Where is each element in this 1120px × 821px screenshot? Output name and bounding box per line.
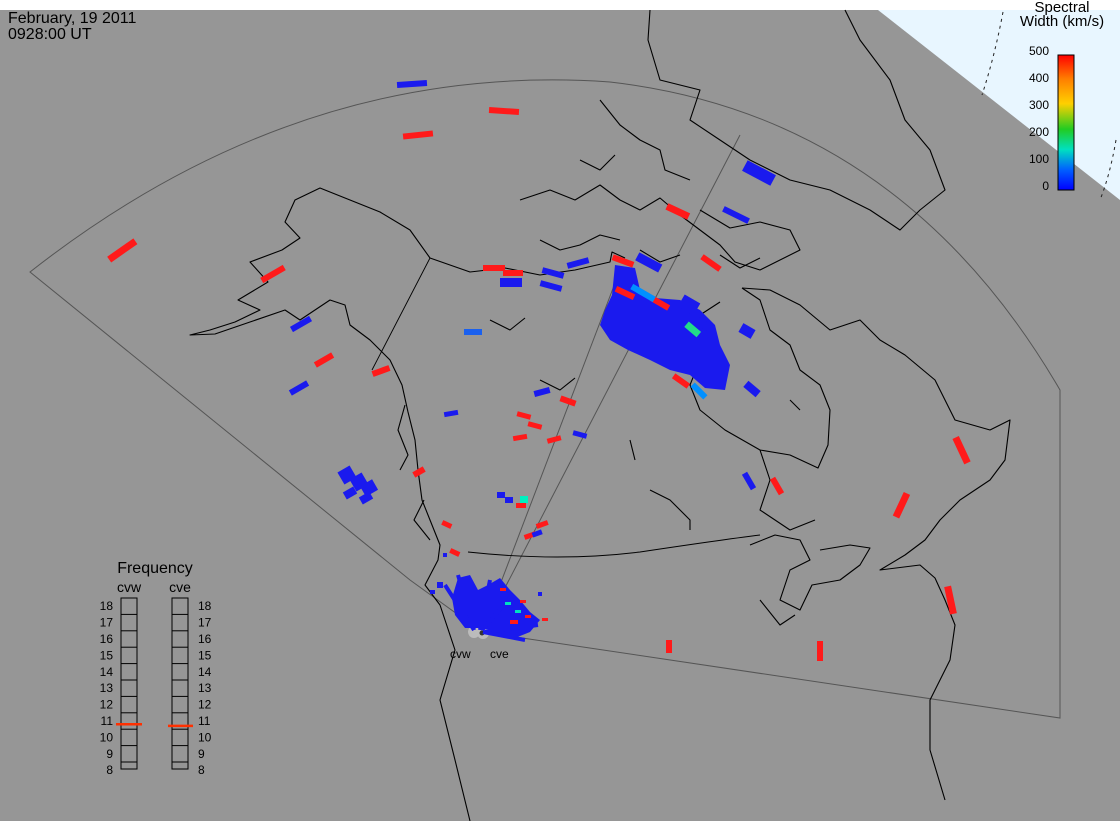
frequency-scale-label-left: 13 (100, 681, 114, 695)
colorbar-title-line2: Width (km/s) (1019, 13, 1105, 30)
colorbar-tick-label: 0 (1042, 179, 1049, 193)
date-label: February, 19 2011 (8, 10, 137, 27)
frequency-scale-label-right: 13 (198, 681, 212, 695)
colorbar-tick-label: 200 (1029, 125, 1049, 139)
polar-latitude-circle (981, 11, 1004, 96)
political-borders (371, 257, 761, 558)
colorbar-ticks: 500 400 300 200 100 0 (1029, 44, 1049, 193)
frequency-scale-label-right: 11 (198, 714, 211, 728)
field-of-view-outline (29, 79, 1061, 719)
colorbar-tick-label: 400 (1029, 71, 1049, 85)
frequency-bar-cvw (120, 597, 138, 770)
colorbar-tick-label: 500 (1029, 44, 1049, 58)
colorbar-title-line1: Spectral (1034, 0, 1090, 16)
frequency-scale-label-left: 17 (100, 616, 114, 630)
frequency-scale-label-right: 17 (198, 616, 212, 630)
radar-label-cve: cve (490, 647, 509, 661)
radar-echoes (107, 79, 971, 661)
echo-patch-west (337, 465, 379, 505)
frequency-scale: 18 18 17 17 16 16 15 15 14 14 13 13 12 12 11 11 10 10 9 9 8 8 (100, 599, 212, 777)
coastlines (189, 9, 1011, 821)
frequency-scale-label-right: 8 (198, 763, 205, 777)
frequency-scale-label-left: 15 (100, 648, 114, 662)
colorbar: 500 400 300 200 100 0 (1029, 44, 1075, 193)
frequency-scale-label-right: 12 (198, 698, 212, 712)
colorbar-scale (1057, 54, 1075, 191)
frequency-scale-label-right: 15 (198, 648, 212, 662)
frequency-scale-label-right: 18 (198, 599, 212, 613)
frequency-scale-label-left: 16 (100, 632, 114, 646)
frequency-scale-label-right: 16 (198, 632, 212, 646)
frequency-scale-label-left: 10 (100, 730, 114, 744)
colorbar-tick-label: 100 (1029, 152, 1049, 166)
frequency-bar-cve (171, 597, 189, 770)
frequency-panel: 18 18 17 17 16 16 15 15 14 14 13 13 12 12 11 11 10 10 9 9 8 8 (100, 597, 212, 777)
top-margin (0, 0, 1120, 10)
frequency-scale-label-right: 14 (198, 665, 212, 679)
frequency-scale-label-left: 11 (101, 714, 114, 728)
colorbar-tick-label: 300 (1029, 98, 1049, 112)
frequency-scale-label-left: 8 (106, 763, 113, 777)
frequency-title: Frequency (117, 560, 193, 577)
frequency-scale-label-left: 14 (100, 665, 114, 679)
frequency-scale-label-right: 9 (198, 747, 205, 761)
polar-latitude-circle-2 (1099, 139, 1117, 201)
time-label: 0928:00 UT (8, 26, 92, 43)
frequency-scale-label-left: 9 (106, 747, 113, 761)
frequency-scale-label-right: 10 (198, 730, 212, 744)
frequency-scale-label-left: 18 (100, 599, 114, 613)
radar-label-cvw: cvw (450, 647, 471, 661)
frequency-scale-label-left: 12 (100, 698, 114, 712)
frequency-label-cve: cve (169, 579, 191, 595)
frequency-label-cvw: cvw (116, 579, 142, 595)
